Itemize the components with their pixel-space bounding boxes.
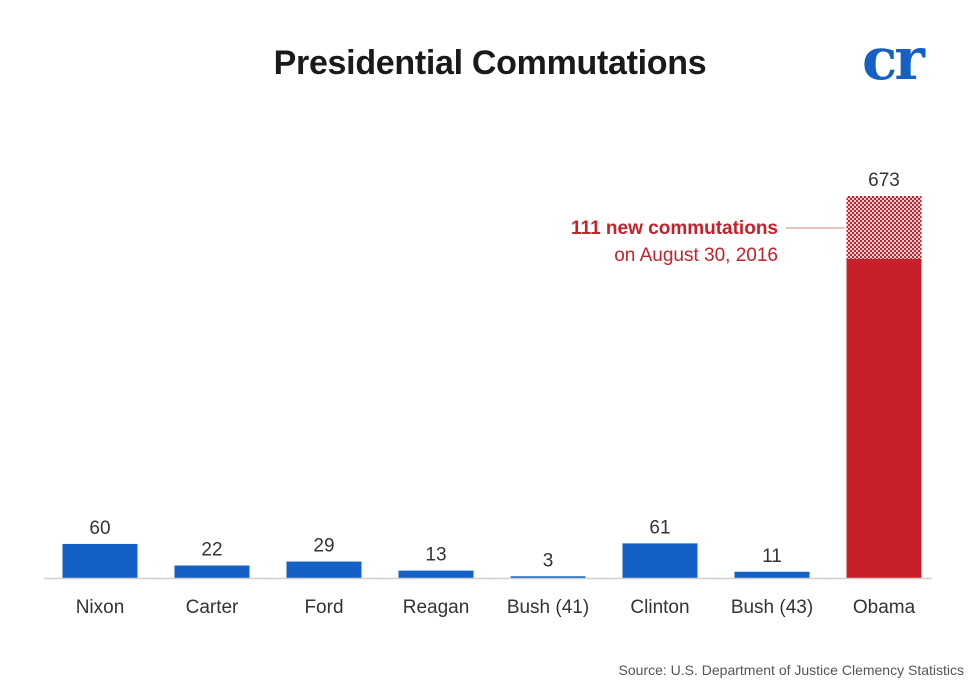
- chart-title: Presidential Commutations: [273, 44, 707, 82]
- annotation-line-2: on August 30, 2016: [614, 245, 778, 266]
- bar-reagan: [398, 570, 474, 578]
- category-label-reagan: Reagan: [403, 597, 470, 618]
- category-labels-group: Nixon Carter Ford Reagan Bush (41) Clinton Bus…: [76, 597, 916, 618]
- annotation-group: 111 new commutations on August 30, 2016: [571, 218, 845, 266]
- category-label-nixon: Nixon: [76, 597, 125, 618]
- value-label-carter: 22: [201, 540, 222, 561]
- category-label-ford: Ford: [304, 597, 343, 618]
- value-label-reagan: 13: [425, 545, 446, 566]
- bar-bush-41: [510, 576, 586, 578]
- value-label-bush-43: 11: [762, 546, 782, 567]
- category-label-clinton: Clinton: [630, 597, 689, 618]
- annotation-line-1: 111 new commutations: [571, 218, 778, 239]
- value-labels-group: 60 22 29 13 3 61 11 673: [89, 170, 899, 571]
- value-label-ford: 29: [313, 536, 334, 557]
- category-label-obama: Obama: [853, 597, 916, 618]
- source-note: Source: U.S. Department of Justice Cleme…: [618, 662, 964, 678]
- cr-logo: cr: [862, 25, 925, 93]
- bars-group: [62, 196, 922, 578]
- value-label-bush-41: 3: [543, 550, 554, 571]
- category-label-bush-41: Bush (41): [507, 597, 589, 618]
- bar-obama: [846, 259, 922, 578]
- bar-ford: [286, 561, 362, 578]
- category-label-bush-43: Bush (43): [731, 597, 813, 618]
- bar-bush-43: [734, 571, 810, 578]
- category-label-carter: Carter: [186, 597, 239, 618]
- bar-nixon: [62, 543, 138, 578]
- bar-carter: [174, 565, 250, 578]
- bar-clinton: [622, 543, 698, 578]
- bar-obama-new-segment: [846, 196, 922, 260]
- value-label-obama: 673: [868, 170, 900, 191]
- value-label-nixon: 60: [89, 518, 110, 539]
- value-label-clinton: 61: [649, 517, 670, 538]
